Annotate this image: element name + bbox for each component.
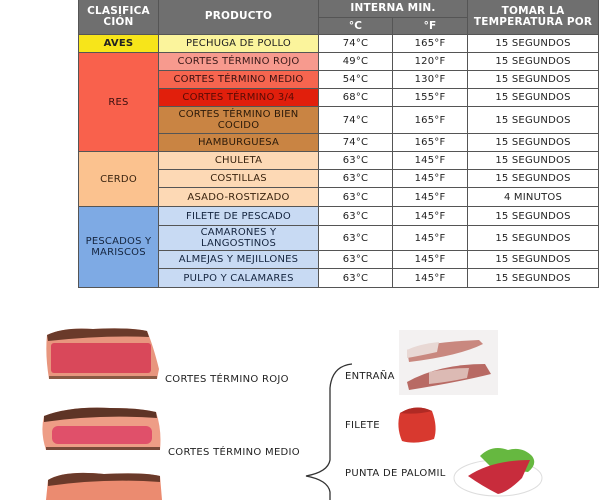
celsius-cell: 68°C — [318, 88, 393, 107]
product-cell: CORTES TÉRMINO BIEN COCIDO — [158, 106, 319, 134]
palomilla-plate-image — [453, 448, 543, 497]
table-row: COSTILLAS 63°C 145°F 15 SEGUNDOS — [79, 169, 599, 188]
medium-steak-image — [42, 407, 161, 450]
celsius-cell: 74°C — [318, 133, 393, 152]
fahrenheit-cell: 145°F — [392, 268, 468, 288]
time-cell: 15 SEGUNDOS — [467, 151, 599, 170]
product-cell: CORTES TÉRMINO MEDIO — [158, 70, 319, 89]
celsius-cell: 63°C — [318, 268, 393, 288]
product-cell: CORTES TÉRMINO 3/4 — [158, 88, 319, 107]
header-clasificacion: CLASIFICA CIÓN — [78, 0, 159, 35]
time-cell: 15 SEGUNDOS — [467, 268, 599, 288]
fahrenheit-cell: 165°F — [392, 34, 468, 53]
time-cell: 4 MINUTOS — [467, 187, 599, 207]
fahrenheit-cell: 145°F — [392, 206, 468, 226]
label-entrana: ENTRAÑA — [345, 371, 395, 382]
time-cell: 15 SEGUNDOS — [467, 88, 599, 107]
fahrenheit-cell: 145°F — [392, 250, 468, 269]
table-row: AVES PECHUGA DE POLLO 74°C 165°F 15 SEGU… — [78, 34, 599, 53]
product-cell: FILETE DE PESCADO — [158, 206, 319, 226]
label-filete: FILETE — [345, 420, 380, 431]
product-cell: CHULETA — [158, 151, 319, 170]
table-row: ALMEJAS Y MEJILLONES 63°C 145°F 15 SEGUN… — [79, 250, 599, 269]
time-cell: 15 SEGUNDOS — [467, 133, 599, 152]
label-termino-medio: CORTES TÉRMINO MEDIO — [168, 447, 300, 458]
entrana-image — [399, 330, 498, 395]
table-row: PESCADOS Y MARISCOS FILETE DE PESCADO 63… — [78, 206, 599, 288]
category-cerdo: CERDO — [78, 151, 159, 207]
header-fahrenheit: °F — [392, 17, 468, 35]
table-row: CORTES TÉRMINO 3/4 68°C 155°F 15 SEGUNDO… — [79, 88, 599, 107]
rare-steak-image — [46, 328, 160, 379]
product-cell: COSTILLAS — [158, 169, 319, 188]
table-row: RES CORTES TÉRMINO ROJO 49°C 120°F 15 SE… — [78, 52, 599, 152]
category-pescados-mariscos: PESCADOS Y MARISCOS — [78, 206, 159, 288]
product-cell: CAMARONES Y LANGOSTINOS — [158, 225, 319, 251]
product-cell: CORTES TÉRMINO ROJO — [158, 52, 319, 71]
celsius-cell: 63°C — [318, 206, 393, 226]
fahrenheit-cell: 145°F — [392, 169, 468, 188]
curly-brace-icon — [305, 363, 353, 500]
celsius-cell: 63°C — [318, 169, 393, 188]
celsius-cell: 63°C — [318, 151, 393, 170]
product-cell: ALMEJAS Y MEJILLONES — [158, 250, 319, 269]
time-cell: 15 SEGUNDOS — [467, 206, 599, 226]
category-aves: AVES — [78, 34, 159, 53]
label-punta-de-palomil: PUNTA DE PALOMIL — [345, 468, 446, 479]
fahrenheit-cell: 155°F — [392, 88, 468, 107]
time-cell: 15 SEGUNDOS — [467, 52, 599, 71]
product-cell: PULPO Y CALAMARES — [158, 268, 319, 288]
header-tomar-temperatura: TOMAR LA TEMPERATURA POR — [467, 0, 599, 35]
time-cell: 15 SEGUNDOS — [467, 250, 599, 269]
filete-image — [398, 407, 436, 443]
time-cell: 15 SEGUNDOS — [467, 169, 599, 188]
label-termino-rojo: CORTES TÉRMINO ROJO — [165, 374, 289, 385]
fahrenheit-cell: 145°F — [392, 151, 468, 170]
table-row: CAMARONES Y LANGOSTINOS 63°C 145°F 15 SE… — [79, 225, 599, 251]
fahrenheit-cell: 165°F — [392, 133, 468, 152]
time-cell: 15 SEGUNDOS — [467, 34, 599, 53]
table-row: CORTES TÉRMINO BIEN COCIDO 74°C 165°F 15… — [79, 106, 599, 134]
food-temperature-table: CLASIFICA CIÓN PRODUCTO INTERNA MIN. TOM… — [78, 0, 599, 288]
time-cell: 15 SEGUNDOS — [467, 225, 599, 251]
time-cell: 15 SEGUNDOS — [467, 106, 599, 134]
celsius-cell: 63°C — [318, 225, 393, 251]
header-interna-min: INTERNA MIN. — [318, 0, 468, 18]
partial-steak-image — [46, 472, 162, 500]
header-celsius: °C — [318, 17, 393, 35]
celsius-cell: 49°C — [318, 52, 393, 71]
table-row: CERDO CHULETA 63°C 145°F 15 SEGUNDOS — [78, 151, 599, 207]
fahrenheit-cell: 130°F — [392, 70, 468, 89]
table-row: ASADO-ROSTIZADO 63°C 145°F 4 MINUTOS — [79, 187, 599, 207]
table-row: PULPO Y CALAMARES 63°C 145°F 15 SEGUNDOS — [79, 268, 599, 288]
product-cell: PECHUGA DE POLLO — [158, 34, 319, 53]
product-cell: ASADO-ROSTIZADO — [158, 187, 319, 207]
time-cell: 15 SEGUNDOS — [467, 70, 599, 89]
header-producto: PRODUCTO — [158, 0, 319, 35]
celsius-cell: 74°C — [318, 106, 393, 134]
product-cell: HAMBURGUESA — [158, 133, 319, 152]
celsius-cell: 74°C — [318, 34, 393, 53]
category-res: RES — [78, 52, 159, 152]
fahrenheit-cell: 120°F — [392, 52, 468, 71]
fahrenheit-cell: 145°F — [392, 187, 468, 207]
celsius-cell: 63°C — [318, 250, 393, 269]
celsius-cell: 63°C — [318, 187, 393, 207]
celsius-cell: 54°C — [318, 70, 393, 89]
fahrenheit-cell: 145°F — [392, 225, 468, 251]
fahrenheit-cell: 165°F — [392, 106, 468, 134]
